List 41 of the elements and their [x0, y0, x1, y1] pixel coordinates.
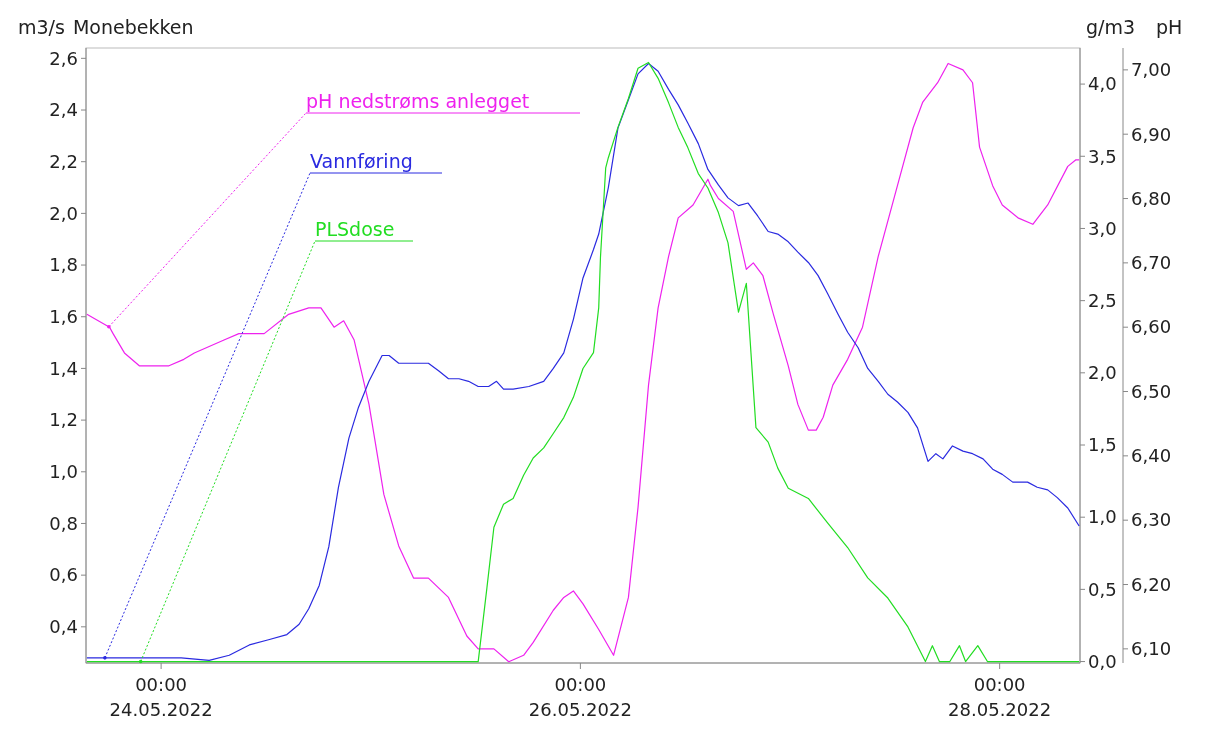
y2-tick-label: 2,5 — [1088, 289, 1117, 311]
y2-tick-label: 3,5 — [1088, 145, 1117, 167]
y-tick-label: 1,0 — [49, 461, 78, 483]
text: Vannføring — [310, 150, 413, 172]
y-tick-label: 0,8 — [49, 512, 78, 534]
y2-tick-label: 2,0 — [1088, 362, 1117, 384]
y3-tick-label: 6,90 — [1131, 123, 1172, 145]
y-tick-label: 1,4 — [49, 357, 78, 379]
y-tick-label: 2,6 — [49, 47, 78, 69]
y-tick-label: 2,0 — [49, 202, 78, 224]
y2-tick-label: 1,5 — [1088, 434, 1117, 456]
y-axis-title: m3/s — [18, 16, 65, 38]
y-tick-label: 1,6 — [49, 306, 78, 328]
y-tick-label: 1,2 — [49, 409, 78, 431]
y2-tick-label: 3,0 — [1088, 217, 1117, 239]
y3-tick-label: 6,50 — [1131, 380, 1172, 402]
chart-title: Monebekken — [72, 16, 194, 38]
y3-tick-label: 6,60 — [1131, 316, 1172, 338]
x-tick-label: 00:00 28.05.2022 — [948, 674, 1052, 720]
y3-tick-label: 7,00 — [1131, 59, 1172, 81]
y2-axis-title: g/m3 — [1086, 16, 1136, 38]
y-tick-label: 0,4 — [49, 616, 78, 638]
y3-axis-title: pH — [1156, 16, 1183, 38]
x-tick-label: 00:00 26.05.2022 — [528, 674, 632, 720]
text: pH nedstrøms anlegget — [306, 90, 530, 112]
y3-tick-label: 6,30 — [1131, 509, 1172, 531]
y2-tick-label: 0,0 — [1088, 650, 1117, 672]
y3-tick-label: 6,20 — [1131, 573, 1172, 595]
y3-tick-label: 6,10 — [1131, 638, 1172, 660]
x-tick-label: 00:00 24.05.2022 — [109, 674, 213, 720]
y3-tick-label: 6,70 — [1131, 252, 1172, 274]
y2-tick-label: 1,0 — [1088, 506, 1117, 528]
text: PLSdose — [315, 218, 395, 240]
y3-tick-label: 6,40 — [1131, 445, 1172, 467]
y-tick-label: 2,4 — [49, 99, 78, 121]
y-tick-label: 1,8 — [49, 254, 78, 276]
y-tick-label: 0,6 — [49, 564, 78, 586]
y2-tick-label: 4,0 — [1088, 73, 1117, 95]
y2-tick-label: 0,5 — [1088, 578, 1117, 600]
y-tick-label: 2,2 — [49, 151, 78, 172]
y3-tick-label: 6,80 — [1131, 187, 1172, 209]
